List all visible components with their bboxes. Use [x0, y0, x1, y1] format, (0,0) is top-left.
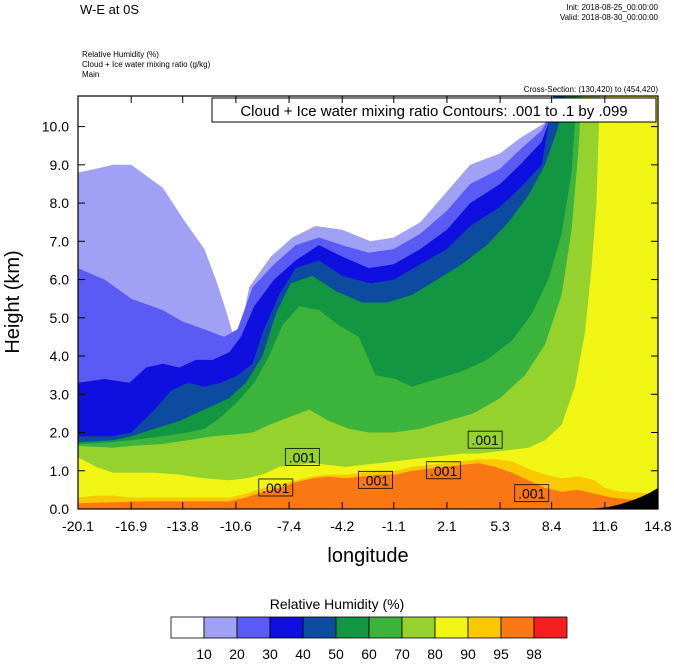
x-tick-label: 2.1 — [437, 518, 457, 534]
colorbar-swatch — [368, 616, 403, 639]
contour-label: .001 — [514, 484, 550, 503]
y-tick-label: 7.0 — [50, 233, 70, 249]
x-axis-ticks: -20.1 -16.9 -13.8 -10.6 -7.4 -4.2 -1.1 2.1 5.3 8.… — [62, 96, 672, 534]
rh-band-80 — [78, 96, 658, 509]
rh-band-98 — [78, 463, 658, 509]
colorbar-label: 30 — [262, 646, 278, 662]
colorbar-swatch — [434, 616, 469, 639]
colorbar-label: 20 — [229, 646, 245, 662]
contour-legend-box: Cloud + Ice water mixing ratio Contours:… — [211, 97, 657, 123]
y-tick-label: 3.0 — [50, 386, 70, 402]
contour-label-box — [426, 461, 462, 480]
x-tick-label: -20.1 — [62, 518, 94, 534]
colorbar-label: 70 — [394, 646, 410, 662]
colorbar-swatch — [533, 616, 568, 639]
y-tick-label: 8.0 — [50, 195, 70, 211]
x-tick-label: -4.2 — [330, 518, 354, 534]
contour-label-box — [284, 447, 320, 466]
field-rh: Relative Humidity (%) — [82, 50, 159, 59]
contour-label-box — [258, 478, 294, 497]
y-tick-label: 9.0 — [50, 157, 70, 173]
x-tick-label: -1.1 — [382, 518, 406, 534]
y-axis-ticks: 0.0 1.0 2.0 3.0 4.0 5.0 6.0 7.0 8.0 9.0 10.0 — [42, 119, 658, 517]
field-cloud-ice: Cloud + Ice water mixing ratio (g/kg) — [82, 60, 211, 69]
colorbar-label: 95 — [493, 646, 509, 662]
colorbar-swatch — [203, 616, 238, 639]
colorbar-swatch — [170, 616, 205, 639]
contour-label-text: .001 — [289, 449, 316, 465]
rh-band-90 — [78, 96, 658, 509]
x-tick-label: -10.6 — [220, 518, 252, 534]
colorbar-label: 98 — [526, 646, 542, 662]
y-tick-label: 6.0 — [50, 272, 70, 288]
contour-label: .001 — [284, 447, 320, 466]
colorbar: 10 20 30 40 50 60 70 80 90 95 98 — [170, 616, 568, 662]
contour-labels: .001.001.001.001.001.001 — [258, 430, 550, 503]
colorbar-swatch — [500, 616, 535, 639]
x-tick-label: -16.9 — [115, 518, 147, 534]
x-tick-label: 5.3 — [490, 518, 510, 534]
contour-label: .001 — [258, 478, 294, 497]
colorbar-label: 10 — [196, 646, 212, 662]
contour-label: .001 — [467, 430, 503, 449]
cross-section-info: Cross-Section: (130,420) to (454,420) — [523, 85, 658, 94]
y-tick-label: 1.0 — [50, 463, 70, 479]
colorbar-swatch — [467, 616, 502, 639]
x-axis-label: longitude — [327, 545, 408, 567]
plot-frame — [77, 95, 659, 510]
colorbar-label: 50 — [328, 646, 344, 662]
contour-label-text: .001 — [262, 480, 289, 496]
x-tick-label: -13.8 — [167, 518, 199, 534]
contour-label-box — [358, 470, 393, 489]
y-tick-label: 10.0 — [42, 119, 69, 135]
colorbar-swatch — [335, 616, 370, 639]
y-tick-label: 4.0 — [50, 348, 70, 364]
humidity-bands — [78, 96, 658, 509]
x-tick-label: -7.4 — [277, 518, 301, 534]
colorbar-label: 40 — [295, 646, 311, 662]
x-tick-label: 8.4 — [542, 518, 562, 534]
contour-label-text: .001 — [430, 463, 457, 479]
colorbar-swatch — [269, 616, 304, 639]
contour-legend-text: Cloud + Ice water mixing ratio Contours:… — [240, 103, 627, 120]
x-tick-label: 14.8 — [644, 518, 671, 534]
field-list: Relative Humidity (%) Cloud + Ice water … — [82, 50, 210, 80]
contour-label-text: .001 — [472, 432, 499, 448]
field-main: Main — [82, 70, 100, 79]
colorbar-title: Relative Humidity (%) — [269, 596, 405, 612]
colorbar-label: 80 — [427, 646, 443, 662]
contour-label: .001 — [358, 470, 393, 489]
colorbar-swatch — [302, 616, 337, 639]
contour-label: .001 — [426, 461, 462, 480]
time-info: Init: 2018-08-25_00:00:00 Valid: 2018-08… — [560, 3, 658, 23]
terrain-layer — [588, 488, 658, 509]
y-tick-label: 5.0 — [50, 310, 70, 326]
y-tick-label: 0.0 — [50, 501, 70, 517]
valid-time: Valid: 2018-08-30_00:00:00 — [559, 13, 658, 22]
y-tick-label: 2.0 — [50, 425, 70, 441]
contour-legend-frame — [211, 97, 657, 123]
colorbar-swatch — [236, 616, 271, 639]
y-axis-label: Height (km) — [2, 250, 24, 353]
init-time: Init: 2018-08-25_00:00:00 — [566, 3, 658, 12]
colorbar-swatch — [401, 616, 436, 639]
terrain — [588, 488, 658, 509]
x-tick-label: 11.6 — [592, 518, 618, 534]
contour-label-text: .001 — [362, 472, 389, 488]
contour-label-box — [467, 430, 503, 449]
colorbar-label: 90 — [460, 646, 476, 662]
contour-label-text: .001 — [518, 486, 545, 502]
contour-label-box — [514, 484, 550, 503]
colorbar-label: 60 — [361, 646, 377, 662]
plot-title: W-E at 0S — [80, 2, 140, 17]
